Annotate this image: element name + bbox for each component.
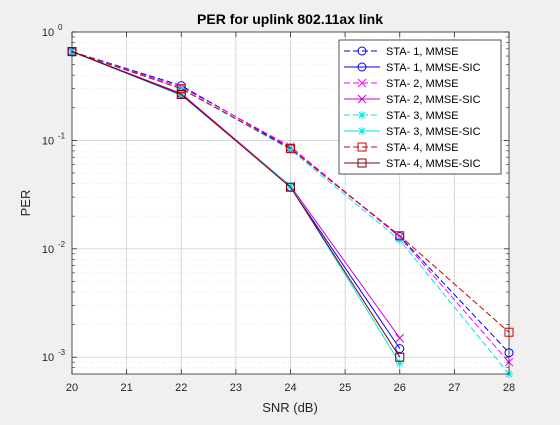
data-point [286, 182, 295, 192]
legend-item: STA- 4, MMSE [344, 142, 459, 154]
legend-item: STA- 1, MMSE-SIC [344, 62, 481, 74]
data-point [357, 158, 367, 168]
legend-label: STA- 4, MMSE-SIC [386, 158, 481, 170]
y-tick-label: 10 -1 [42, 131, 66, 147]
legend-label: STA- 3, MMSE [386, 110, 459, 122]
series-line [71, 51, 510, 333]
y-tick-label: 10 0 [42, 23, 63, 39]
y-tick-label-exponent: -1 [58, 131, 66, 140]
data-point [177, 84, 186, 93]
legend-label: STA- 1, MMSE [386, 46, 459, 58]
x-tick-label: 27 [448, 382, 460, 394]
legend-item: STA- 3, MMSE-SIC [344, 126, 481, 138]
y-tick-labels: 10 -3 10 -2 10 -1 10 0 [42, 23, 66, 364]
y-tick-label: 10 -3 [42, 348, 66, 364]
y-axis-label: PER [18, 190, 33, 217]
data-point [395, 231, 405, 241]
x-tick-label: 21 [121, 382, 133, 394]
chart-title: PER for uplink 802.11ax link [197, 11, 383, 27]
y-tick-label: 10 -2 [42, 240, 66, 256]
legend-label: STA- 4, MMSE [386, 142, 459, 154]
x-tick-labels: 20 21 22 23 24 25 26 27 28 [66, 382, 515, 394]
legend-item: STA- 3, MMSE [344, 110, 459, 122]
x-tick-label: 23 [230, 382, 242, 394]
data-point [286, 181, 295, 190]
y-tick-label-exponent: -2 [58, 240, 66, 249]
x-axis-label: SNR (dB) [262, 400, 318, 415]
y-tick-label-exponent: 0 [58, 23, 63, 32]
x-tick-label: 25 [339, 382, 351, 394]
y-tick-label-base: 10 [42, 244, 54, 256]
data-point [357, 142, 367, 152]
data-point [395, 359, 404, 368]
data-point [357, 46, 367, 56]
data-point [395, 344, 405, 354]
data-point [357, 62, 367, 72]
legend-item: STA- 1, MMSE [344, 46, 459, 58]
legend-label: STA- 2, MMSE [386, 78, 459, 90]
axes-box [71, 31, 510, 375]
grid-lines [72, 32, 509, 374]
x-tick-label: 28 [503, 382, 515, 394]
legend-item: STA- 4, MMSE-SIC [344, 158, 481, 170]
x-tick-label: 24 [284, 382, 296, 394]
y-tick-label-exponent: -3 [58, 348, 66, 357]
data-point [177, 91, 186, 100]
y-tick-label-base: 10 [42, 135, 54, 147]
data-point [286, 144, 295, 154]
y-tick-label-base: 10 [42, 352, 54, 364]
legend: STA- 1, MMSE STA- 1, MMSE-SIC STA- 2, MMSE… [338, 39, 502, 175]
data-point [176, 90, 186, 100]
series-line [71, 51, 401, 358]
series-line [71, 51, 510, 354]
legend-label: STA- 2, MMSE-SIC [386, 94, 481, 106]
x-tick-label: 26 [394, 382, 406, 394]
data-point [358, 111, 366, 119]
y-tick-label-base: 10 [42, 27, 54, 39]
data-point [176, 84, 186, 94]
data-point [357, 94, 367, 104]
legend-label: STA- 1, MMSE-SIC [386, 62, 481, 74]
x-tick-label: 22 [175, 382, 187, 394]
data-point [358, 127, 366, 135]
legend-label: STA- 3, MMSE-SIC [386, 126, 481, 138]
data-point [286, 145, 295, 154]
legend-item: STA- 2, MMSE-SIC [344, 94, 481, 106]
legend-box [338, 39, 502, 175]
x-tick-label: 20 [66, 382, 78, 394]
legend-item: STA- 2, MMSE [344, 78, 459, 90]
data-point [395, 352, 405, 362]
data-point [357, 78, 367, 88]
data-point [395, 333, 405, 343]
